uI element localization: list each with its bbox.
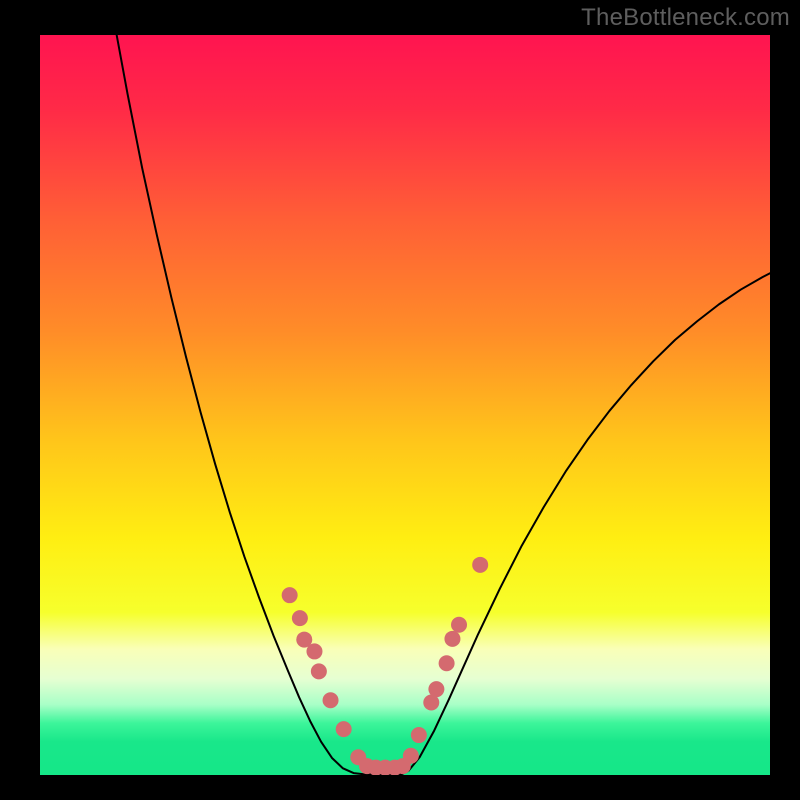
scatter-points [282, 557, 489, 775]
plot-area [40, 35, 770, 775]
scatter-point [282, 587, 298, 603]
curve-right [401, 273, 770, 774]
plot-svg [40, 35, 770, 775]
scatter-point [311, 663, 327, 679]
scatter-point [323, 692, 339, 708]
scatter-point [306, 643, 322, 659]
scatter-point [336, 721, 352, 737]
scatter-point [411, 727, 427, 743]
scatter-point [451, 617, 467, 633]
curve-left [117, 35, 365, 774]
scatter-point [439, 655, 455, 671]
scatter-point [428, 681, 444, 697]
watermark-label: TheBottleneck.com [581, 4, 790, 32]
scatter-point [403, 748, 419, 764]
scatter-point [292, 610, 308, 626]
scatter-point [472, 557, 488, 573]
scatter-point [444, 631, 460, 647]
chart-stage: TheBottleneck.com [0, 0, 800, 800]
